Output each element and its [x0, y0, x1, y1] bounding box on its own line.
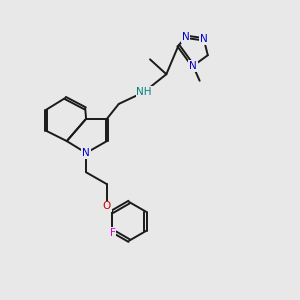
Text: NH: NH [136, 87, 152, 97]
Text: N: N [182, 32, 190, 42]
Text: F: F [110, 228, 116, 238]
Text: N: N [200, 34, 208, 44]
Text: N: N [82, 148, 90, 158]
Text: O: O [103, 202, 111, 212]
Text: N: N [189, 61, 197, 71]
